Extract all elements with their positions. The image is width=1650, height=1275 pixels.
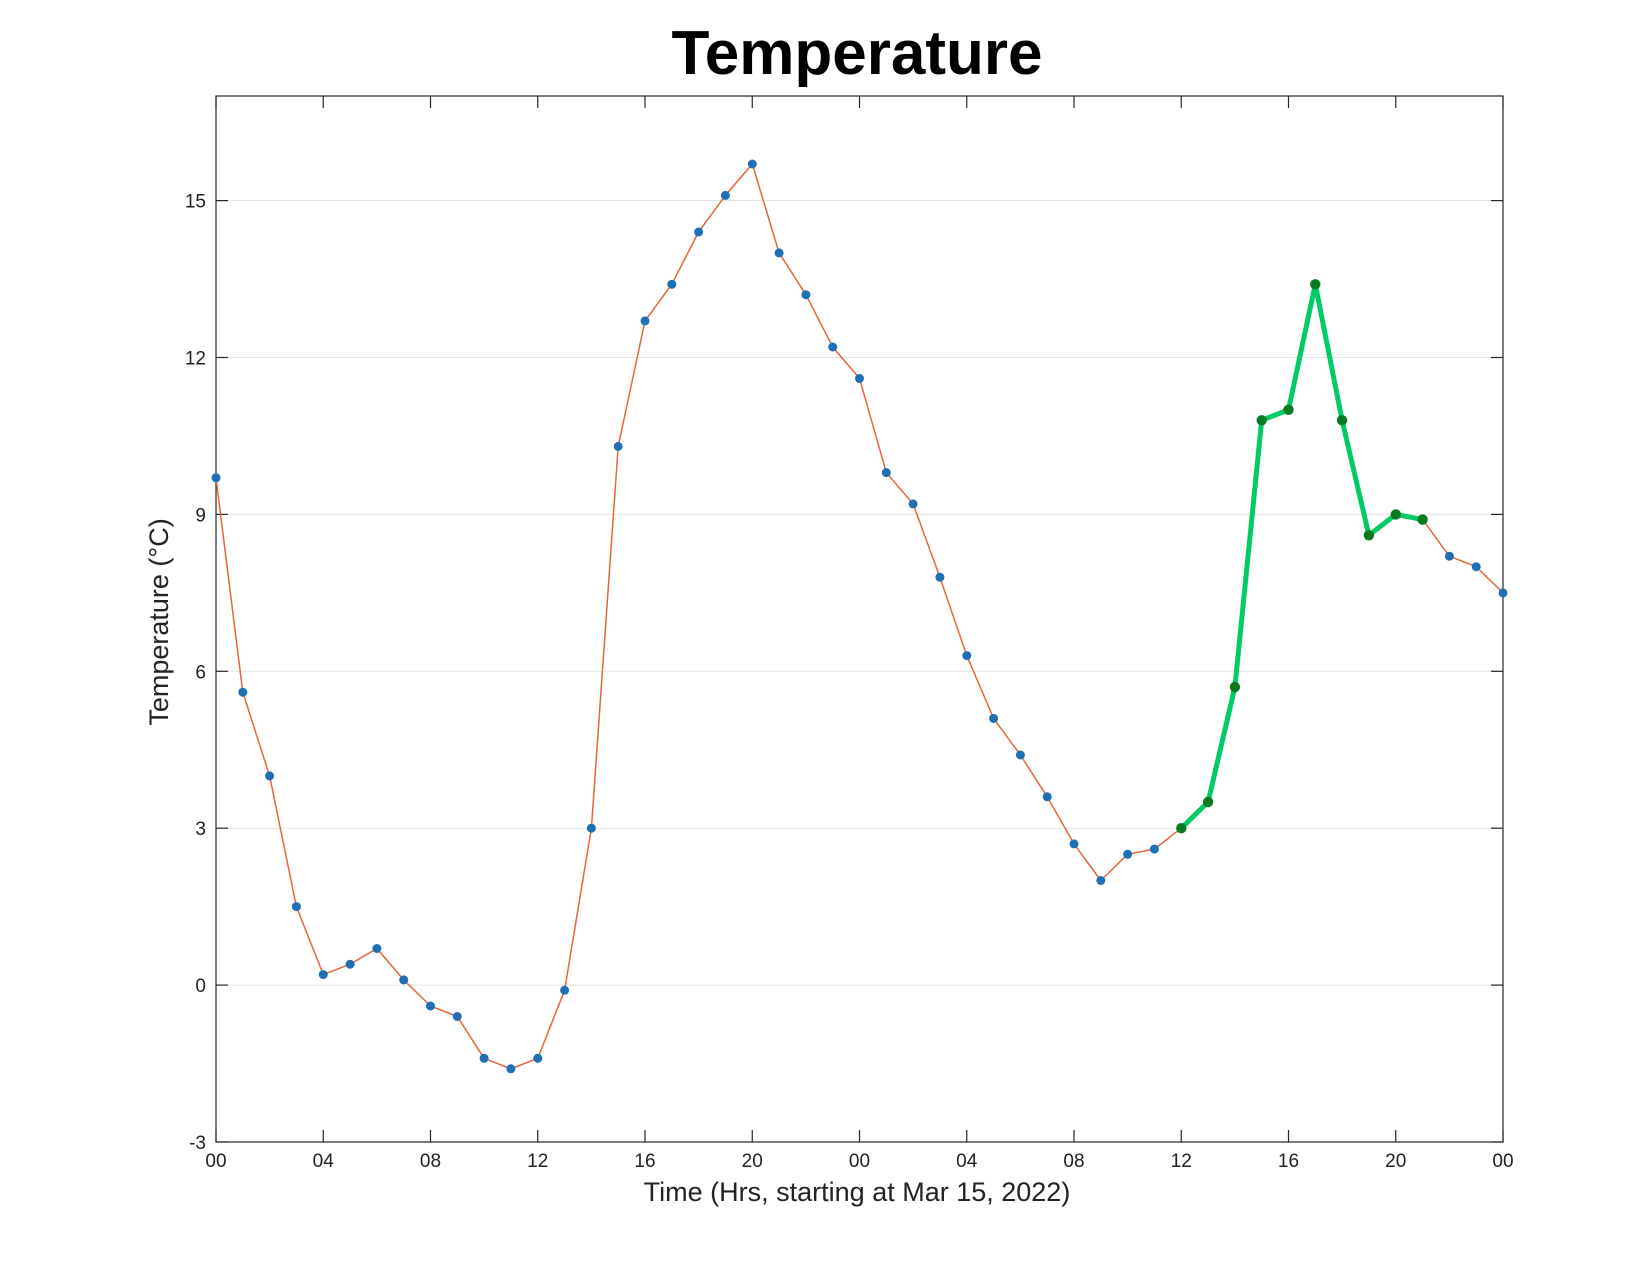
data-point	[426, 1001, 435, 1011]
data-point	[265, 771, 275, 781]
y-tick-label: 15	[185, 192, 206, 213]
data-point	[747, 159, 757, 169]
x-tick-label: 20	[742, 1151, 763, 1172]
grid-lines	[216, 200, 1503, 986]
data-point	[1096, 876, 1106, 885]
data-point	[1149, 844, 1159, 854]
y-tick-label: 12	[185, 349, 206, 370]
data-point	[291, 902, 301, 912]
y-axis-label: Temperature (°C)	[144, 518, 174, 725]
x-tick-label: 00	[1492, 1151, 1513, 1172]
data-point	[1202, 796, 1214, 808]
data-point	[720, 190, 730, 200]
data-point	[613, 441, 623, 451]
data-series	[211, 159, 1508, 1074]
data-point	[211, 473, 221, 483]
x-tick-label: 04	[956, 1151, 978, 1172]
axis-ticks: -3 0 3 6 9 12 15 00 04 08 12 16 20 00 04 08 12 16 20 00	[185, 96, 1514, 1172]
data-point	[452, 1012, 462, 1021]
data-point	[1390, 509, 1402, 520]
data-point	[1471, 562, 1481, 572]
x-tick-label: 12	[1171, 1151, 1192, 1172]
chart-title: Temperature	[672, 19, 1043, 88]
data-point	[1444, 551, 1454, 561]
data-point	[667, 279, 677, 289]
x-axis-label: Time (Hrs, starting at Mar 15, 2022)	[644, 1177, 1071, 1207]
y-tick-label: 3	[195, 819, 206, 840]
data-point	[399, 975, 409, 985]
x-tick-label: 08	[420, 1151, 441, 1172]
data-point	[560, 985, 570, 995]
x-tick-label: 00	[205, 1151, 226, 1172]
data-point	[345, 959, 355, 969]
data-point	[935, 572, 945, 582]
y-tick-label: 0	[195, 976, 206, 997]
data-point	[694, 227, 704, 237]
data-point	[372, 944, 382, 953]
data-point	[506, 1064, 516, 1074]
x-tick-label: 20	[1385, 1151, 1406, 1172]
data-point	[1336, 415, 1348, 426]
data-point	[855, 373, 864, 383]
data-point	[1069, 839, 1079, 849]
data-point	[1229, 681, 1241, 693]
data-point	[586, 823, 596, 833]
data-point	[1042, 792, 1052, 802]
y-tick-label: 9	[195, 505, 206, 526]
data-point	[1256, 415, 1267, 426]
x-tick-label: 12	[527, 1151, 548, 1172]
data-point	[1123, 849, 1133, 859]
x-tick-label: 04	[313, 1151, 335, 1172]
data-point	[640, 316, 650, 326]
data-point	[318, 970, 328, 980]
data-point	[1363, 530, 1375, 541]
x-tick-label: 16	[634, 1151, 655, 1172]
data-point	[1417, 514, 1428, 525]
data-point	[479, 1053, 489, 1063]
data-point	[1498, 588, 1508, 598]
x-tick-label: 00	[849, 1151, 870, 1172]
series-line	[1178, 281, 1426, 831]
data-point	[801, 290, 811, 300]
data-point	[881, 468, 891, 478]
data-point	[1015, 750, 1025, 760]
y-tick-label: -3	[189, 1133, 206, 1154]
y-tick-label: 6	[195, 662, 206, 683]
x-tick-label: 16	[1278, 1151, 1299, 1172]
data-point	[989, 713, 999, 723]
data-point	[908, 499, 918, 509]
data-point	[1310, 279, 1321, 290]
data-point	[962, 651, 972, 661]
data-point	[774, 248, 784, 258]
data-point	[1283, 404, 1294, 415]
data-point	[238, 687, 248, 697]
data-point	[1176, 823, 1187, 834]
x-tick-label: 08	[1063, 1151, 1084, 1172]
series-2	[1176, 279, 1428, 834]
data-point	[533, 1053, 543, 1063]
data-point	[828, 342, 838, 352]
